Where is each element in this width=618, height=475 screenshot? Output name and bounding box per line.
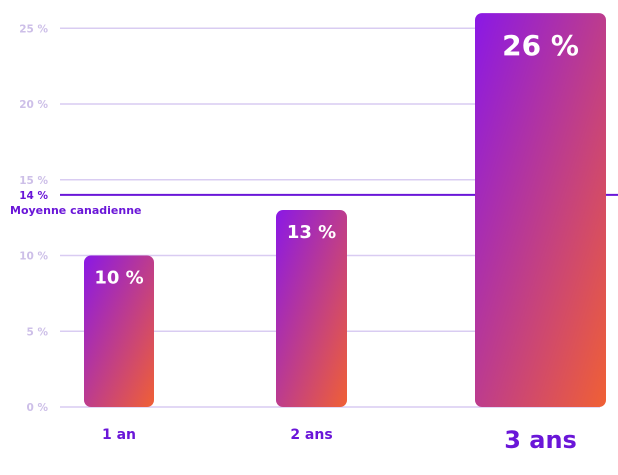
category-label-2: 2 ans <box>290 427 332 443</box>
y-tick-label-20: 20 % <box>19 99 48 111</box>
bar-2 <box>276 210 347 407</box>
y-tick-label-25: 25 % <box>19 23 48 35</box>
bars: 10 % 13 % 26 % <box>84 13 606 407</box>
y-tick-label-15: 15 % <box>19 175 48 187</box>
y-tick-label-0: 0 % <box>27 402 49 414</box>
y-tick-label-5: 5 % <box>27 326 49 338</box>
bar-value-label-3: 26 % <box>502 29 579 62</box>
category-label-3: 3 ans <box>504 426 577 454</box>
bar-value-label-1: 10 % <box>94 268 143 289</box>
y-tick-label-10: 10 % <box>19 251 48 263</box>
y-axis-ticks: 0 % 5 % 10 % 15 % 20 % 25 % <box>19 23 48 414</box>
bar-1 <box>84 255 154 407</box>
reference-line-label: Moyenne canadienne <box>10 204 142 217</box>
bar-value-label-2: 13 % <box>287 222 336 243</box>
category-label-1: 1 an <box>102 427 136 443</box>
bar-3 <box>475 13 606 407</box>
reference-value-label: 14 % <box>19 190 48 202</box>
x-axis-categories: 1 an 2 ans 3 ans <box>102 426 577 454</box>
